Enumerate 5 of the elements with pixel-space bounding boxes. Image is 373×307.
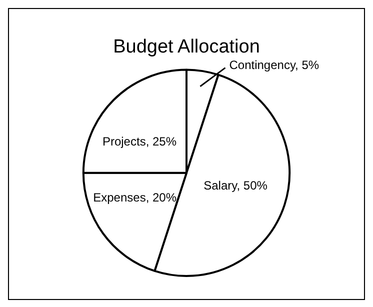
slice-label: Expenses, 20% [93,190,177,205]
chart-title: Budget Allocation [113,36,260,58]
slice-label: Projects, 25% [102,134,177,149]
slice-label: Contingency, 5% [229,58,320,72]
slice-label: Salary, 50% [204,178,268,193]
